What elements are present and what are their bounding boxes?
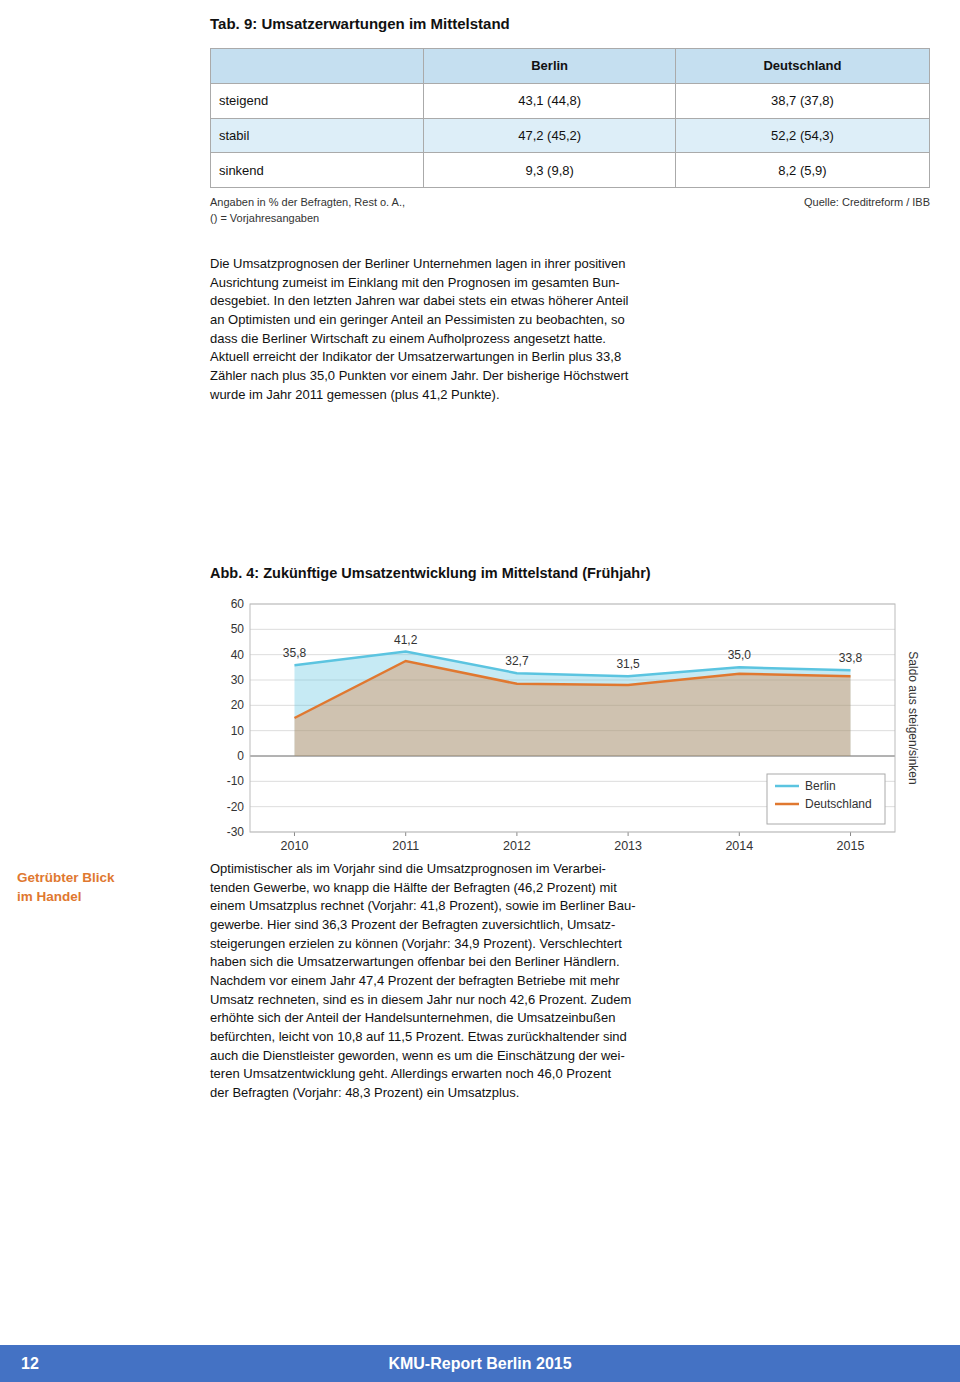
table-cell: steigend	[211, 83, 424, 118]
table-cell: 47,2 (45,2)	[424, 118, 676, 153]
table-source: Quelle: Creditreform / IBB	[804, 196, 930, 208]
y-tick-label: 30	[231, 673, 245, 687]
data-label: 35,0	[728, 648, 752, 662]
x-tick	[628, 832, 629, 836]
paragraph-line: gewerbe. Hier sind 36,3 Prozent der Befr…	[210, 916, 615, 935]
data-label: 35,8	[283, 646, 307, 660]
legend-swatch	[775, 803, 799, 806]
paragraph-line: Optimistischer als im Vorjahr sind die U…	[210, 860, 606, 879]
paragraph-line: Ausrichtung zumeist im Einklang mit den …	[210, 274, 620, 293]
chart: -30 -20 -10 0 10 20 30 40 50 60 2010 2011 2012 2013 20…	[210, 592, 930, 857]
y-tick-label: -10	[227, 774, 245, 788]
x-tick	[850, 832, 851, 836]
plot-marks	[294, 652, 850, 756]
table-cell: 9,3 (9,8)	[424, 153, 676, 188]
side-label: im Handel	[17, 889, 82, 904]
y-axis-label: Saldo aus steigen/sinken	[906, 651, 920, 784]
paragraph-line: Die Umsatzprognosen der Berliner Unterne…	[210, 255, 626, 274]
legend-entry: Berlin	[805, 779, 836, 793]
legend-entry: Deutschland	[805, 797, 872, 811]
paragraph-line: steigerungen erzielen zu können (Vorjahr…	[210, 935, 622, 954]
table-row: stabil47,2 (45,2)52,2 (54,3)	[211, 118, 930, 153]
table-row: steigend43,1 (44,8)38,7 (37,8)	[211, 83, 930, 118]
line	[294, 652, 850, 677]
table-header	[211, 49, 424, 84]
paragraph-line: befürchten, leicht von 10,8 auf 11,5 Pro…	[210, 1028, 627, 1047]
paragraph-line: Nachdem vor einem Jahr 47,4 Prozent der …	[210, 972, 620, 991]
paragraph-line: Umsatz rechneten, sind es in diesem Jahr…	[210, 991, 631, 1010]
table-cell: 8,2 (5,9)	[675, 153, 929, 188]
x-tick-label: 2011	[392, 839, 419, 853]
x-tick-label: 2010	[281, 839, 309, 853]
table-title: Tab. 9: Umsatzerwartungen im Mittelstand	[210, 15, 510, 32]
table-note: () = Vorjahresangaben	[210, 212, 319, 224]
data-label: 33,8	[839, 651, 863, 665]
table-row: sinkend9,3 (9,8)8,2 (5,9)	[211, 153, 930, 188]
paragraph-line: teren Umsatzentwicklung geht. Allerdings…	[210, 1065, 611, 1084]
paragraph-line: erhöhte sich der Anteil der Handelsunter…	[210, 1009, 615, 1028]
x-tick	[405, 832, 406, 836]
table-cell: 43,1 (44,8)	[424, 83, 676, 118]
data-label: 32,7	[505, 654, 529, 668]
legend-box	[767, 774, 885, 824]
paragraph-line: einem Umsatzplus rechnet (Vorjahr: 41,8 …	[210, 897, 636, 916]
y-tick-label: 0	[237, 749, 244, 763]
side-label: Getrübter Blick	[17, 870, 115, 885]
y-tick-label: -30	[227, 825, 245, 839]
table-cell: 52,2 (54,3)	[675, 118, 929, 153]
paragraph-line: wurde im Jahr 2011 gemessen (plus 41,2 P…	[210, 386, 500, 405]
paragraph-line: Aktuell erreicht der Indikator der Umsat…	[210, 348, 621, 367]
y-tick-label: 20	[231, 698, 245, 712]
chart-title: Abb. 4: Zukünftige Umsatzentwicklung im …	[210, 565, 651, 581]
footer: 12KMU-Report Berlin 2015	[0, 1345, 960, 1382]
paragraph-line: haben sich die Umsatzerwartungen offenba…	[210, 953, 620, 972]
x-tick-label: 2012	[503, 839, 531, 853]
paragraph-line: tenden Gewerbe, wo knapp die Hälfte der …	[210, 879, 617, 898]
grid-line	[250, 654, 895, 655]
paragraph-line: dass die Berliner Wirtschaft zu einem Au…	[210, 330, 606, 349]
data-label: 41,2	[394, 633, 418, 647]
table-wrap: BerlinDeutschlandsteigend43,1 (44,8)38,7…	[210, 48, 930, 188]
area	[294, 652, 850, 756]
x-tick	[516, 832, 517, 836]
data-label: 31,5	[616, 657, 640, 671]
page-number: 12	[21, 1345, 39, 1382]
y-tick-label: 10	[231, 724, 245, 738]
legend-swatch	[775, 785, 799, 788]
table-header: Berlin	[424, 49, 676, 84]
table-cell: 38,7 (37,8)	[675, 83, 929, 118]
x-tick	[294, 832, 295, 836]
y-tick-label: 40	[231, 648, 245, 662]
table-note: Angaben in % der Befragten, Rest o. A.,	[210, 196, 405, 208]
legend: Berlin Deutschland	[767, 774, 885, 824]
x-tick	[739, 832, 740, 836]
y-tick-label: 50	[231, 622, 245, 636]
line	[294, 661, 850, 718]
x-tick-label: 2015	[837, 839, 865, 853]
x-tick-label: 2013	[614, 839, 642, 853]
table-cell: stabil	[211, 118, 424, 153]
plot-frame	[250, 604, 895, 832]
paragraph-line: der Befragten (Vorjahr: 48,3 Prozent) ei…	[210, 1084, 519, 1103]
footer-title: KMU-Report Berlin 2015	[0, 1345, 960, 1382]
paragraph-line: auch die Dienstleister geworden, wenn es…	[210, 1047, 625, 1066]
table-header-row: BerlinDeutschland	[211, 49, 930, 84]
table: BerlinDeutschlandsteigend43,1 (44,8)38,7…	[210, 48, 930, 188]
paragraph-line: an Optimisten und ein geringer Anteil an…	[210, 311, 625, 330]
x-tick-label: 2014	[725, 839, 753, 853]
y-tick-label: 60	[231, 597, 245, 611]
area	[294, 661, 850, 756]
table-cell: sinkend	[211, 153, 424, 188]
paragraph-line: desgebiet. In den letzten Jahren war dab…	[210, 292, 628, 311]
y-tick-label: -20	[227, 800, 245, 814]
table-header: Deutschland	[675, 49, 929, 84]
grid-line	[250, 629, 895, 630]
paragraph-line: Zähler nach plus 35,0 Punkten vor einem …	[210, 367, 628, 386]
